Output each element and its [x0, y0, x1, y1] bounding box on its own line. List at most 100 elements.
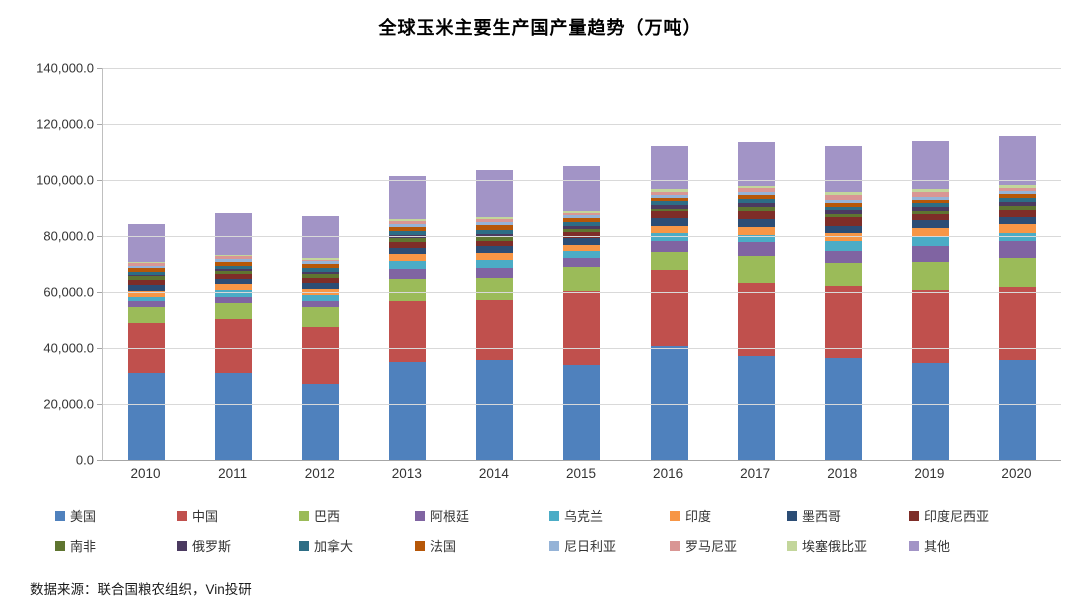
legend-label: 其他	[924, 539, 951, 554]
bar-segment-巴西	[389, 278, 427, 301]
bar-segment-墨西哥	[998, 216, 1036, 225]
bar-segment-俄罗斯	[389, 235, 427, 239]
bar-segment-乌克兰	[128, 297, 166, 301]
y-axis-tick	[97, 347, 102, 349]
legend-label: 罗马尼亚	[685, 539, 738, 554]
stacked-bar-2014	[476, 170, 514, 460]
bar-segment-尼日利亚	[824, 200, 862, 204]
x-axis-tick-label: 2020	[1001, 466, 1032, 481]
bar-segment-阿根廷	[563, 257, 601, 268]
bar-segment-巴西	[737, 255, 775, 284]
bar-segment-美国	[128, 372, 166, 460]
legend-swatch-icon	[415, 510, 425, 521]
bar-segment-墨西哥	[215, 279, 253, 285]
bar-segment-南非	[302, 274, 340, 278]
stacked-bar-2020	[998, 136, 1036, 460]
y-axis-tick	[97, 291, 102, 293]
legend-swatch-icon	[909, 540, 919, 551]
bar-segment-法国	[215, 261, 253, 267]
y-axis-labels: 0.0 20,000.0 40,000.0 60,000.0 80,000.0 100,0…	[0, 61, 94, 468]
bar-segment-南非	[563, 229, 601, 233]
y-axis-tick	[97, 459, 102, 461]
bar-segment-美国	[476, 360, 514, 460]
bar-segment-巴西	[302, 307, 340, 328]
x-axis-tick-label: 2019	[914, 466, 945, 481]
bar-segment-尼日利亚	[911, 196, 949, 200]
bar-segment-巴西	[563, 267, 601, 291]
legend-item-乌克兰: 乌克兰	[549, 506, 670, 525]
bar-segment-巴西	[911, 261, 949, 291]
bar-segment-乌克兰	[302, 295, 340, 302]
bar-segment-法国	[998, 194, 1036, 199]
bar-segment-印度	[215, 284, 253, 291]
legend-swatch-icon	[177, 540, 187, 551]
bar-segment-印度	[389, 253, 427, 261]
legend-item-其他: 其他	[909, 536, 1065, 555]
bar-segment-印度	[476, 253, 514, 261]
bar-segment-法国	[650, 197, 688, 201]
bar-segment-阿根廷	[476, 268, 514, 278]
bar-segment-法国	[476, 225, 514, 231]
stacked-bar-2017	[737, 142, 775, 460]
bar-segment-南非	[128, 276, 166, 280]
bar-segment-中国	[563, 290, 601, 365]
legend-swatch-icon	[787, 510, 797, 521]
bar-segment-其他	[389, 175, 427, 219]
legend-swatch-icon	[670, 510, 680, 521]
bar-segment-巴西	[128, 307, 166, 323]
legend-swatch-icon	[787, 540, 797, 551]
x-axis-tick-label: 2013	[391, 466, 422, 481]
x-axis-tick-label: 2012	[304, 466, 335, 481]
bar-segment-中国	[911, 290, 949, 364]
legend-label: 尼日利亚	[564, 539, 617, 554]
stacked-bar-2013	[389, 175, 427, 460]
bar-segment-墨西哥	[563, 237, 601, 245]
bar-segment-中国	[302, 327, 340, 384]
bar-segment-中国	[650, 269, 688, 346]
bar-segment-印度尼西亚	[650, 211, 688, 218]
legend-item-中国: 中国	[177, 506, 299, 525]
bar-segment-罗马尼亚	[824, 194, 862, 201]
bar-segment-美国	[215, 373, 253, 460]
bar-segment-美国	[824, 358, 862, 460]
bar-segment-阿根廷	[998, 241, 1036, 258]
bar-segment-墨西哥	[389, 247, 427, 254]
bar-segment-中国	[476, 299, 514, 361]
legend-label: 中国	[192, 509, 219, 524]
bar-segment-法国	[302, 263, 340, 269]
bar-column-2010	[103, 68, 190, 460]
bar-segment-俄罗斯	[215, 269, 253, 272]
bar-segment-法国	[911, 199, 949, 204]
bar-segment-尼日利亚	[998, 191, 1036, 195]
y-axis-tick-label: 20,000.0	[43, 396, 94, 412]
legend-item-南非: 南非	[55, 536, 177, 555]
legend-item-俄罗斯: 俄罗斯	[177, 536, 299, 555]
legend: 美国 中国 巴西 阿根廷 乌克兰 印度 墨西哥 印度尼西亚 南非 俄罗斯 加拿大 法国 尼日利亚 罗马尼亚…	[55, 506, 1065, 555]
legend-label: 加拿大	[314, 539, 354, 554]
bar-segment-乌克兰	[998, 232, 1036, 242]
legend-label: 俄罗斯	[192, 539, 232, 554]
stacked-bar-2011	[215, 213, 253, 460]
bar-segment-印度	[911, 228, 949, 236]
bar-segment-阿根廷	[389, 269, 427, 279]
bar-segment-俄罗斯	[911, 206, 949, 211]
legend-item-罗马尼亚: 罗马尼亚	[670, 536, 787, 555]
bar-segment-墨西哥	[737, 219, 775, 228]
bar-segment-俄罗斯	[737, 202, 775, 207]
bar-segment-加拿大	[998, 198, 1036, 203]
gridline	[103, 291, 1061, 293]
bar-segment-尼日利亚	[650, 194, 688, 198]
legend-label: 阿根廷	[430, 509, 470, 524]
bar-segment-乌克兰	[824, 240, 862, 251]
legend-label: 乌克兰	[564, 509, 604, 524]
bar-segment-墨西哥	[650, 217, 688, 226]
bar-segment-印度	[128, 291, 166, 298]
y-axis-tick-label: 100,000.0	[36, 172, 94, 188]
bar-segment-罗马尼亚	[911, 191, 949, 197]
bar-segment-其他	[215, 213, 253, 255]
legend-item-加拿大: 加拿大	[299, 536, 415, 555]
bar-segment-乌克兰	[215, 290, 253, 297]
bar-segment-埃塞俄比亚	[650, 189, 688, 192]
bar-segment-其他	[563, 166, 601, 211]
legend-item-埃塞俄比亚: 埃塞俄比亚	[787, 536, 909, 555]
